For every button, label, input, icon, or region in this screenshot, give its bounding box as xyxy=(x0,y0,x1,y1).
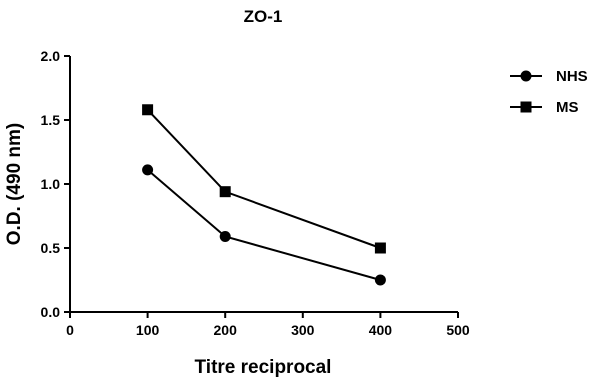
y-tick-label: 2.0 xyxy=(41,48,61,64)
chart-title: ZO-1 xyxy=(244,7,283,26)
legend-marker-nhs xyxy=(520,70,532,82)
series-line-nhs xyxy=(146,169,381,281)
x-tick-label: 0 xyxy=(66,322,74,338)
data-point-nhs xyxy=(219,230,231,242)
data-point-ms xyxy=(219,186,231,198)
x-tick-label: 100 xyxy=(136,322,160,338)
x-tick-label: 400 xyxy=(369,322,393,338)
x-tick-label: 500 xyxy=(446,322,470,338)
y-tick-label: 1.5 xyxy=(41,112,61,128)
x-axis-ticks: 0 100 200 300 400 500 xyxy=(66,312,470,338)
data-point-nhs xyxy=(142,164,154,176)
series-layer xyxy=(142,104,386,286)
x-tick-label: 200 xyxy=(214,322,238,338)
legend: NHS MS xyxy=(510,68,588,116)
series-line-ms xyxy=(146,109,381,249)
legend-marker-ms xyxy=(520,101,532,113)
x-axis-title: Titre reciprocal xyxy=(195,357,332,378)
legend-label-nhs: NHS xyxy=(556,68,588,85)
legend-label-ms: MS xyxy=(556,99,579,116)
data-point-ms xyxy=(142,104,154,116)
y-tick-label: 1.0 xyxy=(41,176,61,192)
data-point-nhs xyxy=(374,274,386,286)
y-axis-ticks: 0.0 0.5 1.0 1.5 2.0 xyxy=(41,48,70,320)
x-tick-label: 300 xyxy=(291,322,315,338)
data-point-ms xyxy=(374,242,386,254)
y-axis-title: O.D. (490 nm) xyxy=(4,123,25,245)
y-tick-label: 0.0 xyxy=(41,304,61,320)
y-tick-label: 0.5 xyxy=(41,240,61,256)
